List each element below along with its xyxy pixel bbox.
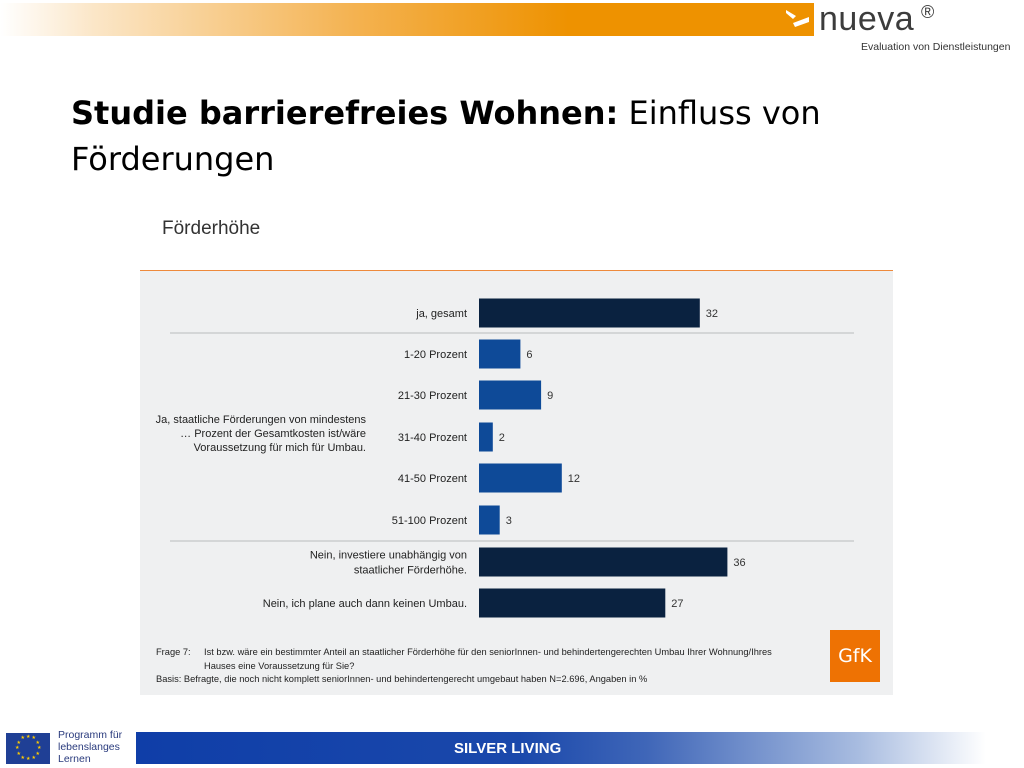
chart-bar <box>479 422 493 452</box>
value-label: 3 <box>506 515 512 527</box>
category-label: 41-50 Prozent <box>398 473 467 485</box>
footer: ★ ★ ★ ★ ★ ★ ★ ★ ★ ★ ★ ★ Programm für lebenslanges L… <box>0 729 1024 768</box>
category-label: 1-20 Prozent <box>404 349 467 361</box>
chart-bar <box>479 547 728 577</box>
question-text-line-1: Ist bzw. wäre ein bestimmter Anteil an s… <box>204 647 772 657</box>
category-label: Nein, ich plane auch dann keinen Umbau. <box>263 598 467 610</box>
group-label: Voraussetzung für mich für Umbau. <box>194 442 366 454</box>
project-name: SILVER LIVING <box>454 740 562 757</box>
value-label: 12 <box>568 473 580 485</box>
category-label: 51-100 Prozent <box>392 515 467 527</box>
category-label: 21-30 Prozent <box>398 390 467 402</box>
value-label: 32 <box>706 308 718 320</box>
slide-title-normal: Einfluss von Förderungen <box>71 94 821 178</box>
eu-star-icon: ★ <box>16 739 21 746</box>
eu-star-icon: ★ <box>37 745 42 751</box>
eu-program-line-1: Programm für <box>58 729 123 741</box>
figure-footnote: Frage 7: Ist bzw. wäre ein bestimmter An… <box>156 646 816 687</box>
eu-star-icon: ★ <box>35 739 40 746</box>
value-label: 36 <box>733 557 745 569</box>
chart-bar <box>479 588 666 618</box>
value-label: 2 <box>499 432 505 444</box>
category-label: Nein, investiere unabhängig von <box>310 550 467 562</box>
group-label: Ja, staatliche Förderungen von mindesten… <box>156 414 367 426</box>
eu-star-icon: ★ <box>26 734 31 740</box>
gfk-logo: GfK <box>830 630 880 682</box>
eu-star-icon: ★ <box>20 735 25 742</box>
chart-bar <box>479 463 562 493</box>
slide-title-bold: Studie barrierefreies Wohnen: <box>71 94 619 132</box>
eu-star-icon: ★ <box>15 745 20 751</box>
chart-bar <box>479 339 521 369</box>
chart-bar <box>479 380 542 410</box>
value-label: 6 <box>526 349 532 361</box>
question-label: Frage 7: <box>156 647 191 657</box>
brand-tagline: Evaluation von Dienstleistungen <box>861 41 1011 53</box>
header-gradient-bar <box>0 3 790 36</box>
category-label: staatlicher Förderhöhe. <box>354 565 467 577</box>
footer-gradient-bar: SILVER LIVING <box>136 732 986 764</box>
question-text-line-2: Hauses eine Voraussetzung für Sie? <box>204 660 355 671</box>
category-label: 31-40 Prozent <box>398 432 467 444</box>
chart-bar <box>479 505 500 535</box>
chart-figure: Förderhöhe 32 ja, gesamt 6 1-20 Prozent 9 21-… <box>140 210 893 695</box>
group-label: … Prozent der Gesamtkosten ist/wäre <box>180 428 366 440</box>
nueva-logo-mark-icon <box>781 3 814 36</box>
eu-star-icon: ★ <box>35 750 40 757</box>
eu-star-icon: ★ <box>31 754 36 761</box>
value-label: 27 <box>671 598 683 610</box>
nueva-logo: nueva ® Evaluation von Dienstleistungen <box>781 0 1021 58</box>
figure-heading: Förderhöhe <box>162 218 261 239</box>
eu-star-icon: ★ <box>26 756 31 762</box>
eu-star-icon: ★ <box>20 754 25 761</box>
slide-title: Studie barrierefreies Wohnen: Einfluss v… <box>71 90 871 182</box>
registered-mark: ® <box>921 2 935 22</box>
value-label: 9 <box>547 390 553 402</box>
basis-text: Basis: Befragte, die noch nicht komplett… <box>156 674 648 684</box>
eu-program-label: Programm für lebenslanges Lernen <box>58 729 122 765</box>
brand-name: nueva <box>819 0 915 38</box>
chart-bar <box>479 298 700 328</box>
eu-program-line-2: lebenslanges <box>58 741 120 753</box>
eu-flag-icon: ★ ★ ★ ★ ★ ★ ★ ★ ★ ★ ★ ★ <box>6 733 50 764</box>
eu-star-icon: ★ <box>31 735 36 742</box>
eu-star-icon: ★ <box>16 750 21 757</box>
category-label: ja, gesamt <box>415 308 467 320</box>
eu-program-line-3: Lernen <box>58 753 91 765</box>
